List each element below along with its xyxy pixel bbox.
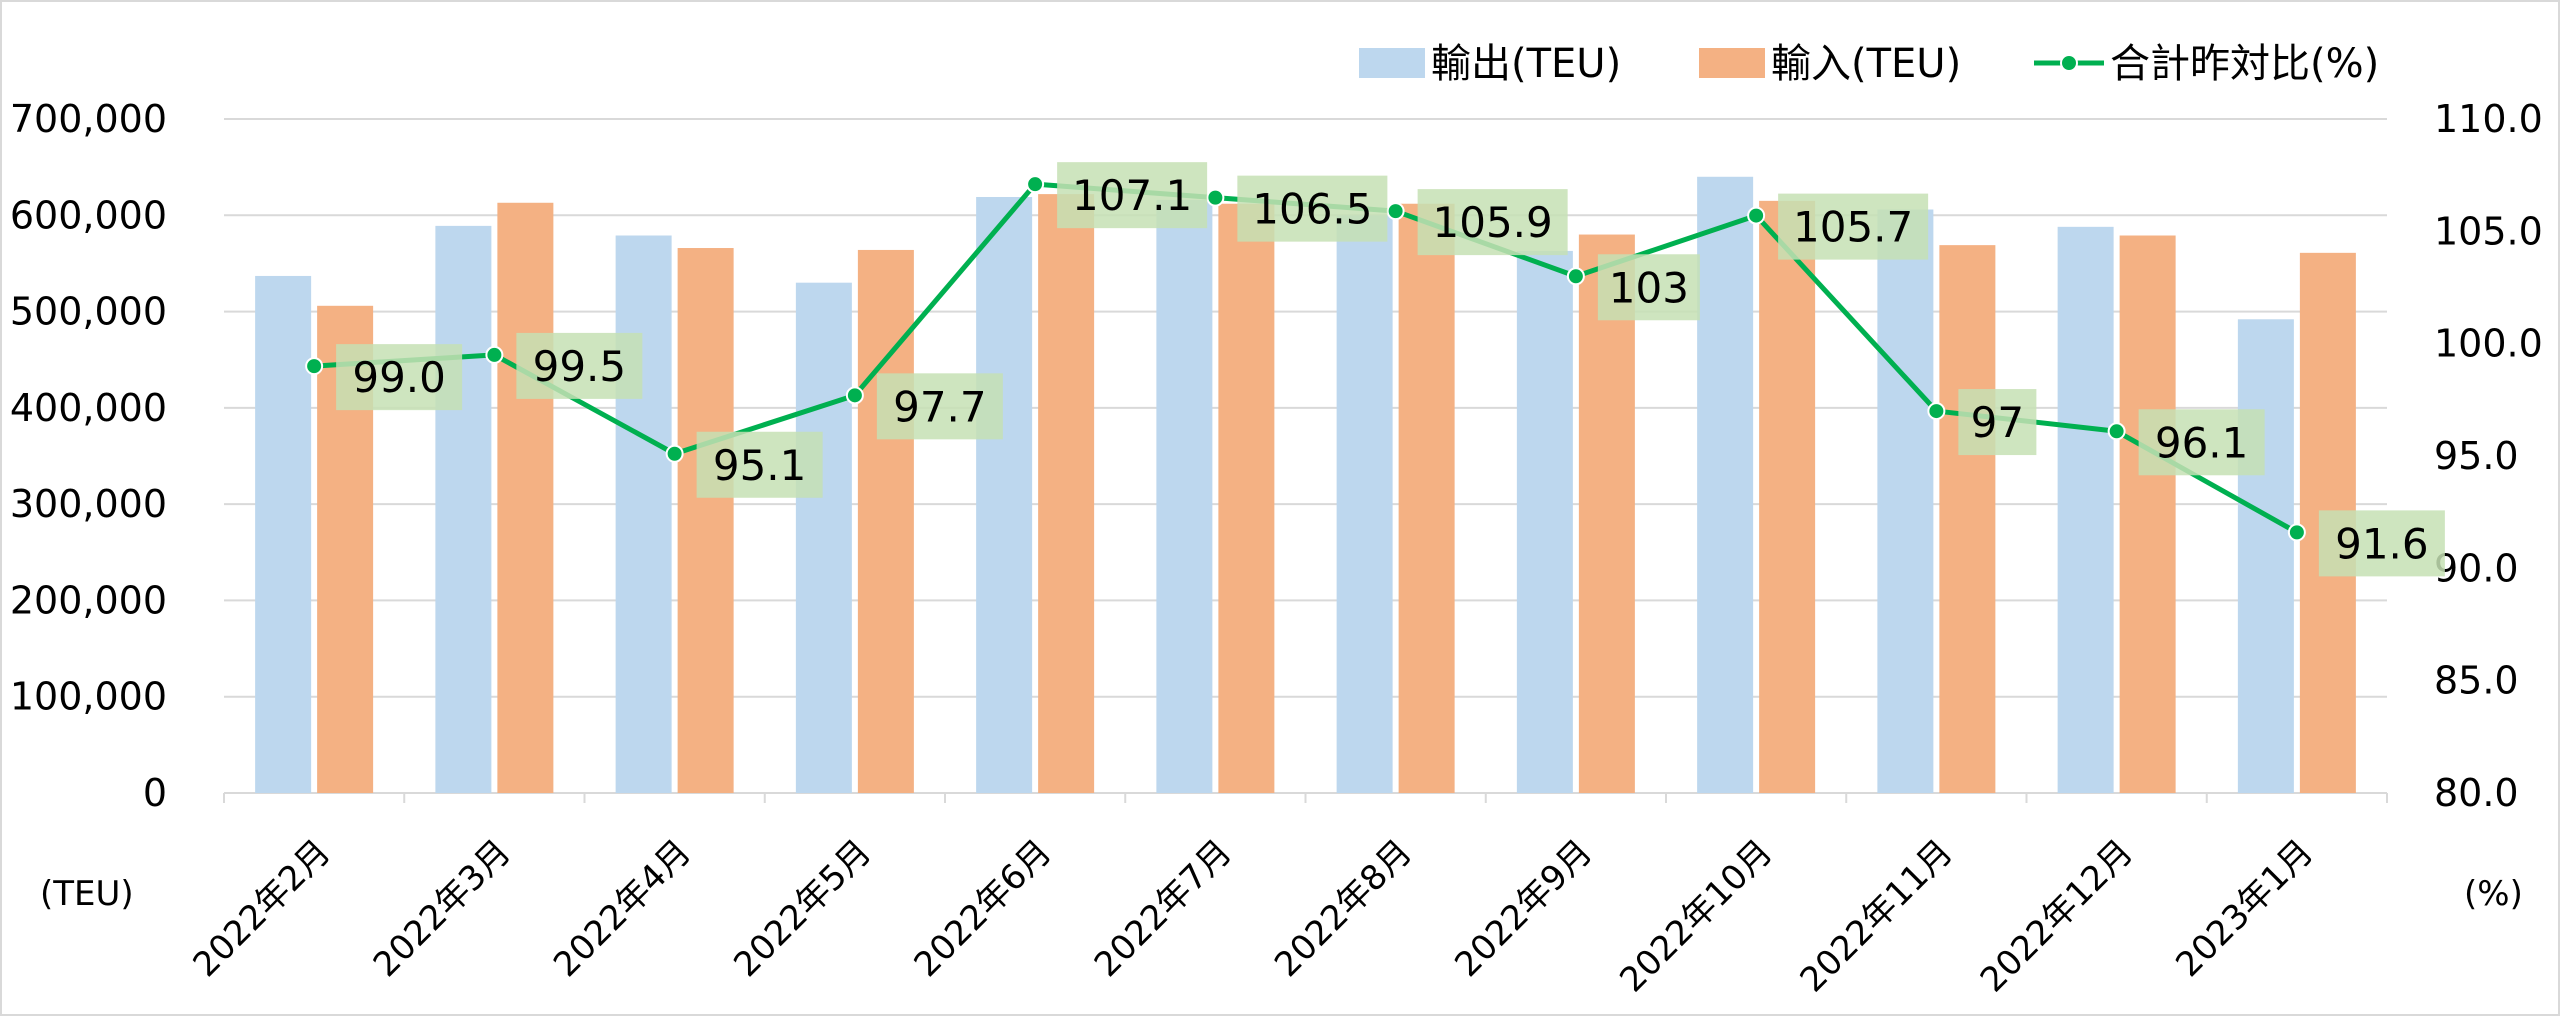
- data-label-box: [1237, 175, 1388, 242]
- data-label-box: [1057, 162, 1208, 229]
- bar-export: [435, 225, 492, 793]
- bar-export: [1877, 209, 1934, 794]
- bar-import: [1398, 203, 1455, 793]
- y-right-tick-label: 95.0: [2434, 434, 2519, 478]
- legend-swatch-export: [1359, 48, 1425, 78]
- line-point: [305, 357, 324, 376]
- data-label: 97: [1971, 398, 2024, 447]
- data-label: 106.5: [1252, 185, 1372, 234]
- x-category-label: 2022年5月: [726, 832, 879, 985]
- bar-export: [2057, 226, 2114, 794]
- x-category-label: 2022年9月: [1447, 832, 1600, 985]
- x-category-label: 2022年7月: [1087, 832, 1240, 985]
- y-right-tick-label: 80.0: [2434, 771, 2519, 815]
- bar-export: [976, 196, 1033, 793]
- data-label-box: [876, 373, 1003, 440]
- bar-import: [1578, 234, 1635, 794]
- y-left-tick-label: 300,000: [10, 482, 167, 526]
- y-right-tick-label: 85.0: [2434, 659, 2519, 703]
- data-label: 97.7: [893, 382, 987, 431]
- y-left-tick-label: 600,000: [10, 193, 167, 237]
- data-label: 105.9: [1433, 198, 1553, 247]
- bar-export: [1156, 199, 1213, 793]
- y-left-tick-label: 700,000: [10, 97, 167, 141]
- x-category-label: 2022年6月: [907, 832, 1060, 985]
- x-category-label: 2022年4月: [546, 832, 699, 985]
- data-label-box: [516, 332, 643, 399]
- y-left-tick-label: 0: [143, 771, 167, 815]
- bar-import: [2119, 235, 2176, 793]
- bar-import: [1939, 245, 1996, 794]
- data-label-box: [696, 431, 823, 498]
- bar-import: [677, 248, 734, 794]
- bar-export: [1516, 250, 1573, 793]
- y-right-tick-label: 100.0: [2434, 322, 2543, 366]
- legend-label: 輸入(TEU): [1771, 41, 1961, 87]
- data-label-box: [1958, 389, 2037, 456]
- data-label-box: [1778, 193, 1929, 260]
- bar-import: [1038, 194, 1095, 794]
- line-point: [1386, 202, 1405, 221]
- data-label-box: [1417, 189, 1568, 256]
- legend-label: 輸出(TEU): [1431, 41, 1621, 87]
- y-left-tick-label: 100,000: [10, 675, 167, 719]
- y-left-unit-label: (TEU): [40, 874, 134, 914]
- data-label-box: [2318, 510, 2445, 577]
- line-point: [2107, 422, 2126, 441]
- y-right-tick-label: 110.0: [2434, 97, 2543, 141]
- x-category-label: 2022年8月: [1267, 832, 1420, 985]
- bar-export: [1336, 215, 1393, 794]
- x-category-label: 2022年3月: [366, 832, 519, 985]
- line-point: [1206, 188, 1225, 207]
- data-label-box: [1597, 254, 1700, 321]
- y-right-tick-label: 90.0: [2434, 546, 2519, 590]
- bar-export: [1697, 176, 1754, 793]
- data-label-box: [2138, 409, 2265, 476]
- line-point: [665, 444, 684, 463]
- bar-import: [497, 202, 554, 794]
- bar-import: [1759, 200, 1816, 794]
- data-label-box: [336, 344, 463, 411]
- bar-export: [255, 275, 312, 794]
- x-category-label: 2023年1月: [2168, 832, 2321, 985]
- data-label: 99.0: [352, 353, 446, 402]
- data-label: 99.5: [533, 342, 627, 391]
- y-right-tick-label: 105.0: [2434, 209, 2543, 253]
- legend-swatch-marker: [2060, 54, 2078, 72]
- line-point: [1927, 402, 1946, 421]
- bar-export: [795, 282, 852, 793]
- data-label: 105.7: [1793, 203, 1913, 252]
- data-label: 95.1: [713, 441, 807, 490]
- line-point: [2287, 523, 2306, 542]
- line-point: [1747, 206, 1766, 225]
- bar-export: [615, 235, 672, 793]
- y-left-tick-label: 400,000: [10, 386, 167, 430]
- x-category-label: 2022年10月: [1612, 832, 1780, 1000]
- data-label: 96.1: [2155, 418, 2249, 467]
- x-category-label: 2022年11月: [1793, 832, 1961, 1000]
- y-right-unit-label: (%): [2464, 874, 2523, 914]
- data-label: 107.1: [1072, 171, 1192, 220]
- x-category-label: 2022年2月: [186, 832, 339, 985]
- data-label: 103: [1609, 263, 1689, 312]
- x-category-label: 2022年12月: [1973, 832, 2141, 1000]
- line-point: [1566, 267, 1585, 286]
- bar-import: [857, 249, 914, 793]
- legend-swatch-import: [1699, 48, 1765, 78]
- line-point: [485, 345, 504, 364]
- y-left-tick-label: 500,000: [10, 290, 167, 334]
- line-point: [845, 386, 864, 405]
- line-point: [1026, 175, 1045, 194]
- data-label: 91.6: [2335, 519, 2429, 568]
- legend: 輸出(TEU) 輸入(TEU) 合計昨対比(%): [1359, 41, 2379, 87]
- bar-import: [1218, 203, 1275, 793]
- bar-export: [2237, 319, 2294, 793]
- y-left-tick-label: 200,000: [10, 578, 167, 622]
- legend-label: 合計昨対比(%): [2110, 41, 2379, 87]
